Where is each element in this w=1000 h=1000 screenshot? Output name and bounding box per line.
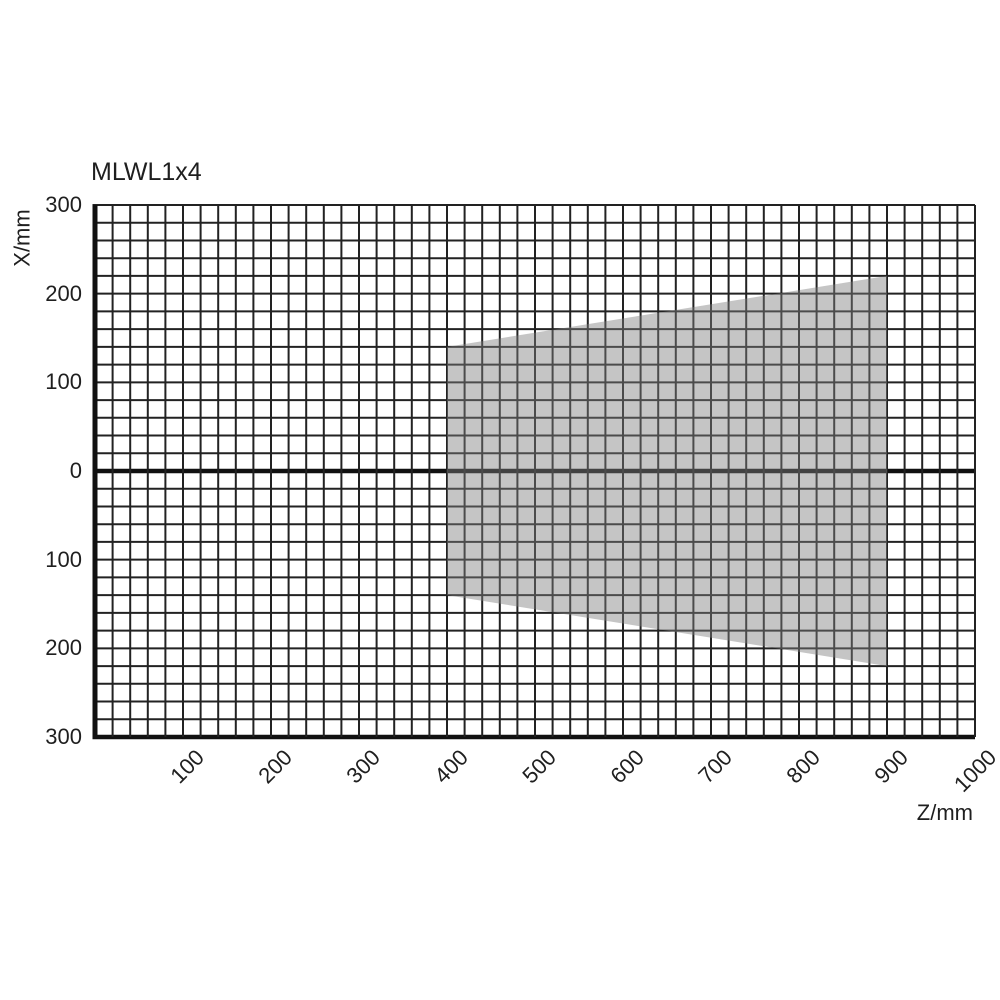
y-tick-label: 300 xyxy=(45,192,82,217)
y-tick-label: 0 xyxy=(69,458,82,483)
x-axis-label: Z/mm xyxy=(916,800,973,825)
y-tick-label: 300 xyxy=(45,724,82,749)
y-tick-label: 200 xyxy=(45,635,82,661)
y-tick-label: 200 xyxy=(45,280,82,306)
chart-title: MLWL1x4 xyxy=(91,158,202,186)
y-tick-label: 100 xyxy=(45,369,82,395)
detection-zone xyxy=(447,275,887,667)
y-tick-label: 100 xyxy=(45,546,82,572)
grid-lines xyxy=(92,204,976,740)
